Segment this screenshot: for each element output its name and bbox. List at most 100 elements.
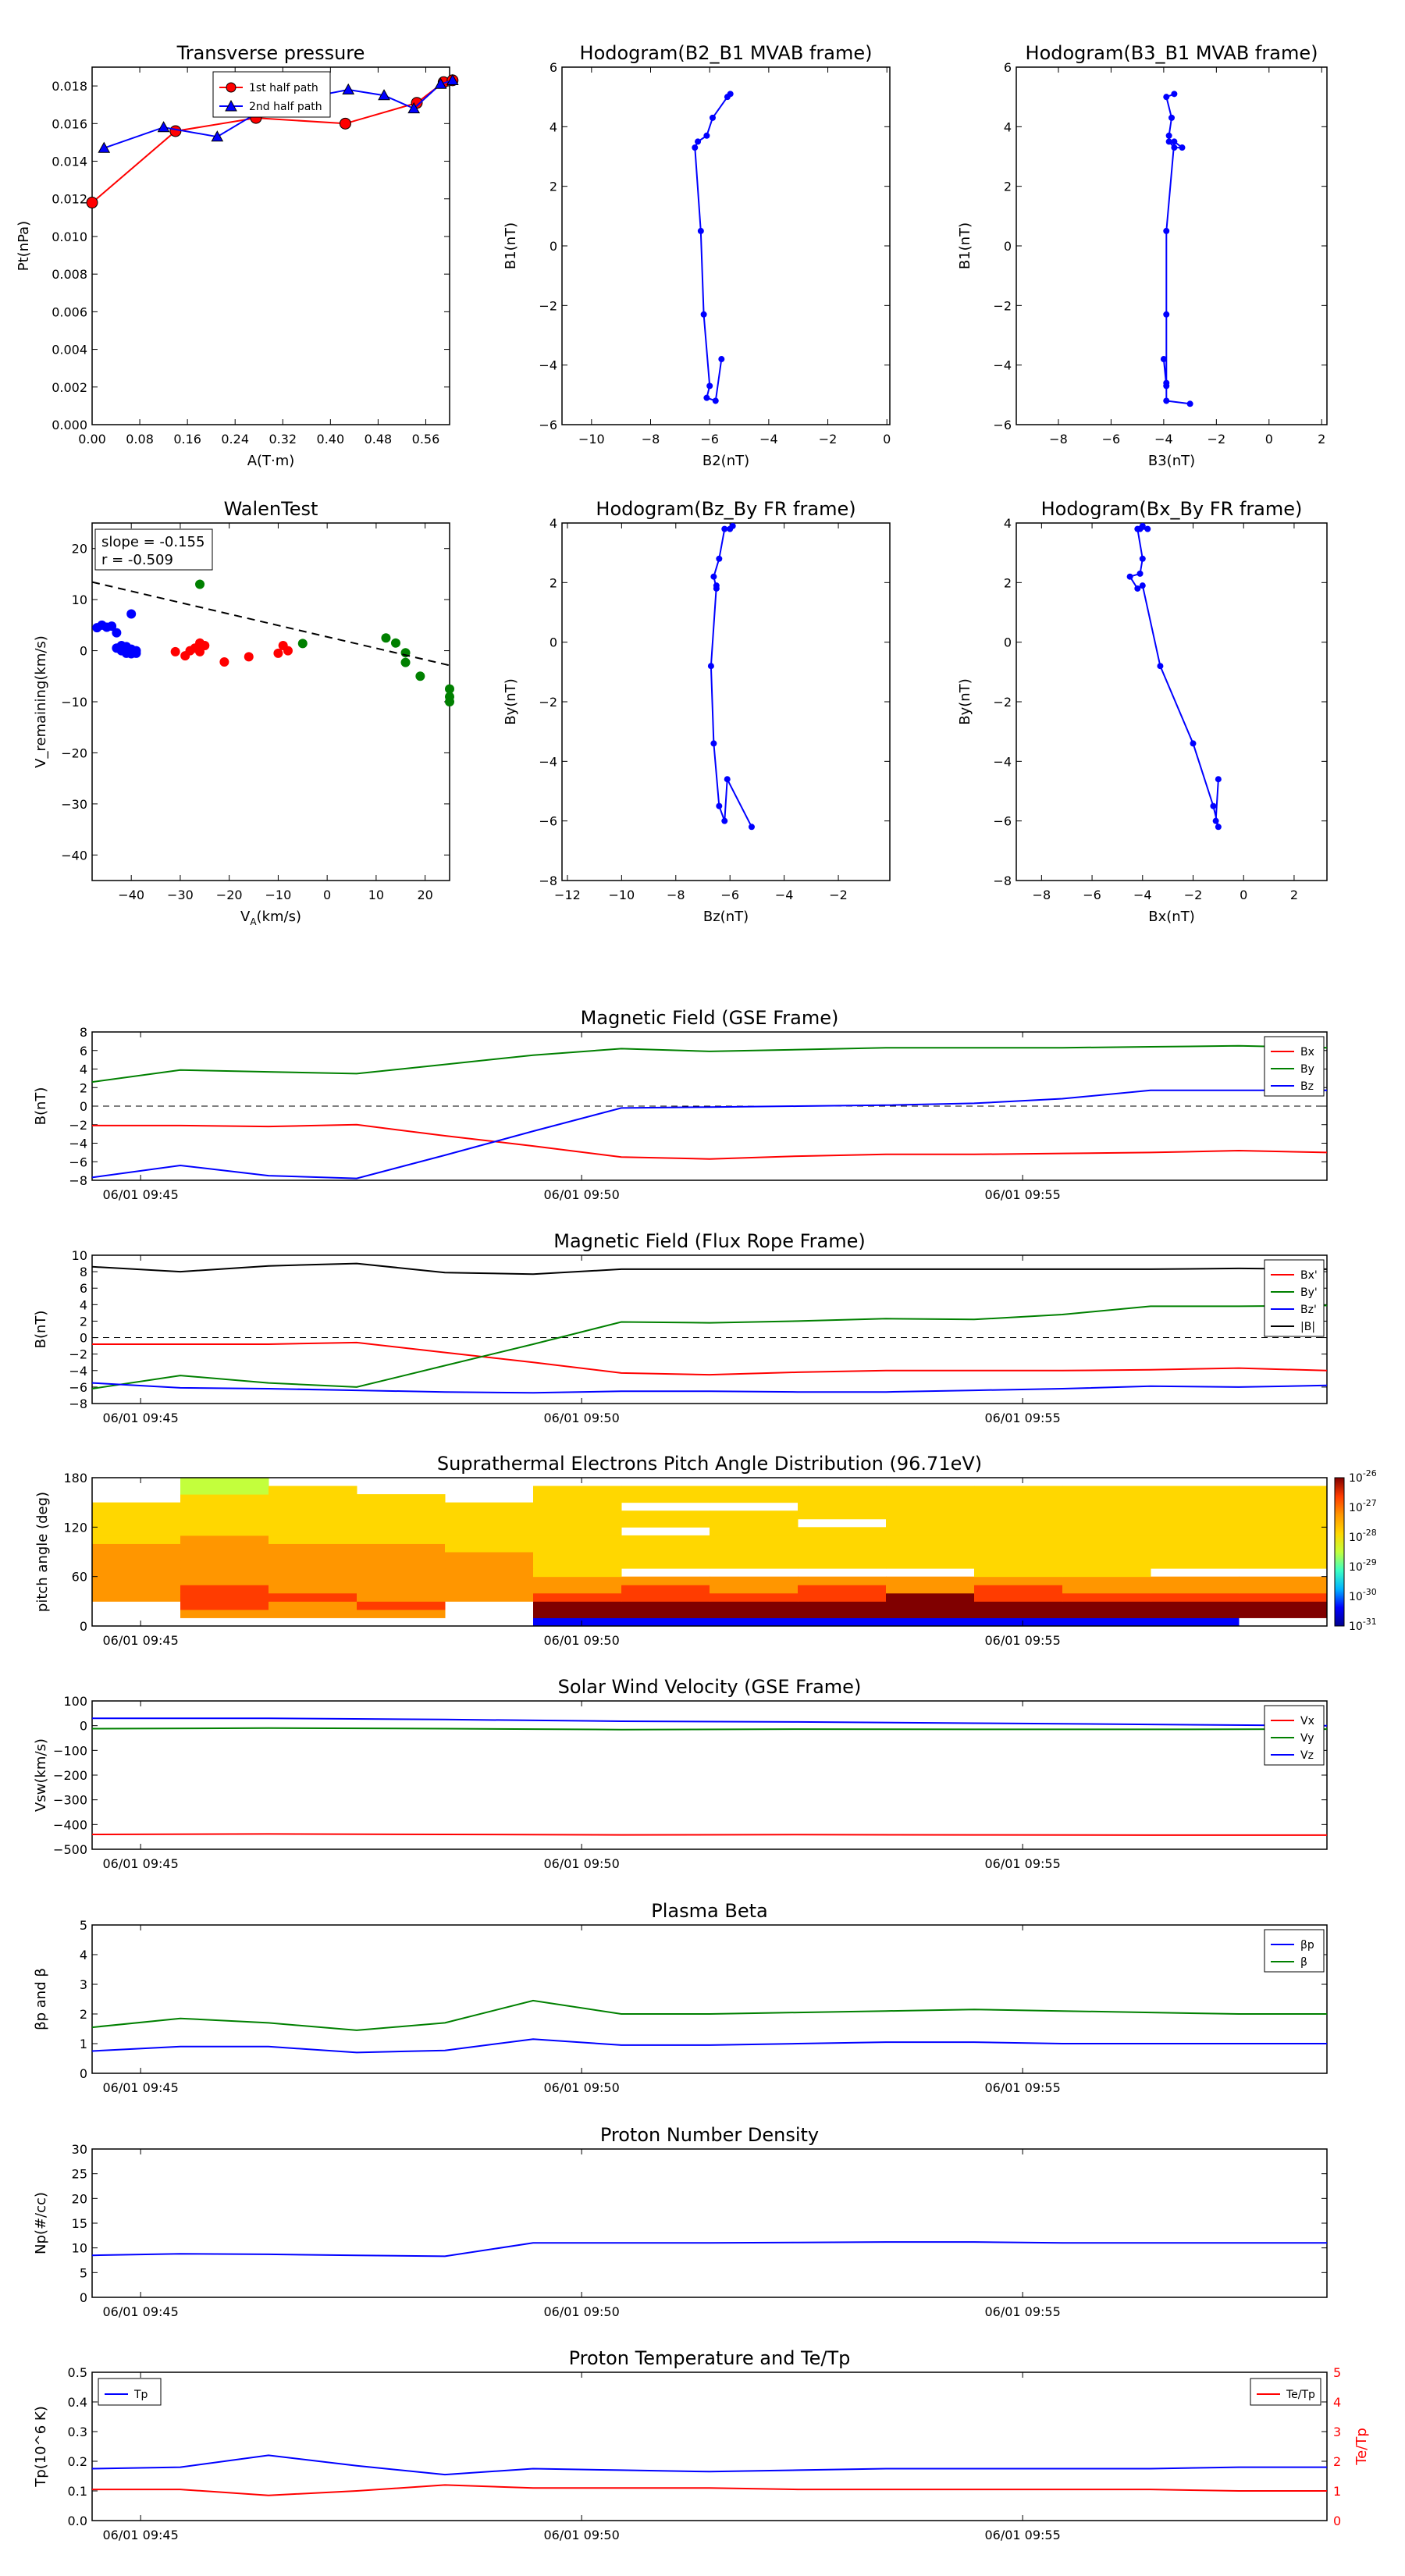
y2-tick-label: 4 <box>1333 2395 1341 2410</box>
y-tick-label: 3 <box>80 1977 87 1992</box>
data-point <box>131 648 141 658</box>
chart-tp: Transverse pressure 0.000 0.002 0.004 0.006 0… <box>16 42 459 469</box>
heatmap-cell <box>533 1518 622 1528</box>
legend-marker <box>226 82 237 93</box>
y-axis-label: Pt(nPa) <box>16 221 32 271</box>
time-tick-label: 06/01 09:55 <box>984 2080 1060 2095</box>
y-tick-label: 120 <box>63 1520 87 1535</box>
series-line <box>91 1999 1327 2031</box>
y-tick-label: 4 <box>80 1062 87 1077</box>
series-line <box>92 1123 1328 1160</box>
y-tick-label: 0.008 <box>52 267 87 282</box>
heatmap-cell <box>1062 1543 1151 1553</box>
legend-box <box>1264 1036 1325 1097</box>
y-tick-label: 60 <box>72 1570 87 1585</box>
data-point <box>390 638 400 648</box>
heatmap-cell <box>180 1502 269 1511</box>
heatmap-cell <box>1151 1535 1240 1544</box>
heatmap-cell <box>1239 1560 1328 1569</box>
heatmap-cell <box>710 1494 799 1503</box>
heatmap-cell <box>886 1494 975 1503</box>
data-point <box>1136 570 1144 577</box>
heatmap-cell <box>974 1609 1063 1618</box>
heatmap-cell <box>1239 1576 1328 1585</box>
y-tick-label: −20 <box>61 745 87 760</box>
heatmap-cell <box>1062 1601 1151 1610</box>
y-tick-label: 2 <box>1004 575 1012 590</box>
y-tick-label: −4 <box>993 358 1012 373</box>
data-point <box>692 144 699 151</box>
chart-title: Proton Temperature and Te/Tp <box>569 2347 851 2369</box>
y-tick-label: 5 <box>80 1918 87 1933</box>
chart-tp2: Proton Temperature and Te/Tp 0.0 0.1 0.2 0.3… <box>33 2347 1370 2542</box>
time-tick-label: 06/01 09:50 <box>543 1633 619 1648</box>
heatmap-cell <box>621 1601 710 1610</box>
y-tick-label: 0.2 <box>68 2454 87 2469</box>
x-tick-label: −8 <box>667 888 685 902</box>
x-tick-label: −8 <box>1049 432 1068 447</box>
time-tick-label: 06/01 09:45 <box>102 2304 178 2319</box>
heatmap-cell <box>1239 1585 1328 1594</box>
heatmap-cell <box>621 1576 710 1585</box>
heatmap-cell <box>710 1527 799 1536</box>
heatmap-cell <box>92 1568 181 1578</box>
heatmap-cell <box>180 1576 269 1585</box>
heatmap-cell <box>92 1535 181 1544</box>
data-point <box>713 585 720 592</box>
y-tick-label: −4 <box>69 1137 87 1151</box>
x-tick-label: −4 <box>775 888 794 902</box>
y-tick-label: 0.016 <box>52 116 87 131</box>
legend-label: Te/Tp <box>1286 2389 1315 2401</box>
heatmap-cell <box>357 1609 446 1618</box>
heatmap-cell <box>357 1585 446 1594</box>
y-axis-label: B(nT) <box>33 1087 49 1126</box>
chart-bgse: Magnetic Field (GSE Frame) −8 −6 −4 −2 0 2 4 6 8 0… <box>33 1007 1328 1202</box>
time-tick-label: 06/01 09:55 <box>984 1633 1060 1648</box>
time-tick-label: 06/01 09:50 <box>543 1856 619 1871</box>
y-tick-label: 15 <box>72 2216 87 2231</box>
data-point <box>195 579 205 589</box>
x-tick-label: −2 <box>819 432 838 447</box>
legend-label: β <box>1300 1956 1307 1969</box>
y-tick-label: 0.006 <box>52 304 87 319</box>
heatmap-cell <box>1062 1502 1151 1511</box>
heatmap-cell <box>445 1560 534 1569</box>
heatmap-cell <box>180 1478 269 1487</box>
data-point <box>1163 94 1170 101</box>
heatmap-cell <box>886 1585 975 1594</box>
plot-frame <box>1016 522 1328 881</box>
colorbar-label: 10-31 <box>1349 1617 1377 1633</box>
heatmap-cell <box>533 1502 622 1511</box>
heatmap-cell <box>1151 1560 1240 1569</box>
legend-box <box>1264 1259 1325 1337</box>
legend: Bx By Bz <box>1264 1036 1325 1097</box>
x-axis-label: B2(nT) <box>702 453 749 469</box>
data-point <box>1157 663 1164 670</box>
y2-tick-label: 2 <box>1333 2454 1341 2469</box>
y-axis-label: V_remaining(km/s) <box>33 635 49 768</box>
x-tick-label: −6 <box>1083 888 1101 902</box>
y-tick-label: 2 <box>80 2007 87 2022</box>
legend-label: Bz' <box>1300 1304 1317 1316</box>
time-tick-label: 06/01 09:50 <box>543 2080 619 2095</box>
heatmap-cell <box>533 1494 622 1503</box>
heatmap-cell <box>886 1502 975 1511</box>
y-tick-label: −4 <box>993 754 1012 769</box>
time-tick-label: 06/01 09:55 <box>984 1856 1060 1871</box>
heatmap-cell <box>798 1585 887 1594</box>
heatmap-cell <box>180 1609 269 1618</box>
heatmap-cell <box>445 1592 534 1602</box>
heatmap-cell <box>974 1494 1063 1503</box>
heatmap-cell <box>621 1585 710 1594</box>
x-tick-label: 2 <box>1290 888 1298 902</box>
chart-title: Plasma Beta <box>651 1900 767 1922</box>
heatmap-cell <box>974 1552 1063 1561</box>
chart-np: Proton Number Density 0 5 10 15 20 25 30 06/01 0… <box>33 2124 1328 2319</box>
y-tick-label: 0.012 <box>52 192 87 207</box>
y-tick-label: 2 <box>80 1080 87 1095</box>
heatmap-cell <box>1151 1510 1240 1520</box>
legend-marker <box>225 99 237 112</box>
data-point <box>1139 522 1146 529</box>
x-axis-label: Bz(nT) <box>703 909 749 925</box>
time-tick-label: 06/01 09:50 <box>543 1411 619 1425</box>
